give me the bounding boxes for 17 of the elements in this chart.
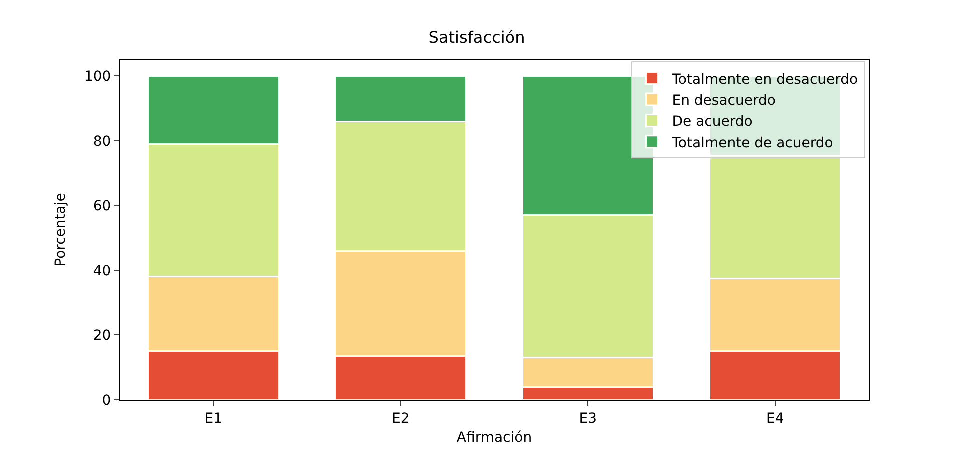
y-tick-label: 20: [93, 328, 112, 344]
legend-label: En desacuerdo: [672, 92, 776, 109]
legend-label: Totalmente en desacuerdo: [671, 72, 858, 88]
y-tick-label: 40: [93, 263, 112, 280]
x-tick-label: E3: [579, 410, 598, 427]
x-axis-title: Afirmación: [456, 430, 532, 446]
chart-title: Satisfacción: [428, 28, 526, 48]
x-tick-label: E4: [766, 410, 784, 427]
x-tick-label: E2: [392, 410, 410, 427]
x-tick-label: E1: [204, 410, 223, 427]
y-tick-label: 80: [93, 134, 112, 150]
y-tick-label: 60: [93, 198, 112, 215]
legend-label: Totalmente de acuerdo: [671, 135, 834, 152]
y-tick-label: 100: [84, 69, 112, 86]
y-tick-label: 0: [102, 392, 112, 409]
legend-label: De acuerdo: [672, 114, 753, 130]
y-axis-title: Porcentaje: [53, 193, 70, 267]
